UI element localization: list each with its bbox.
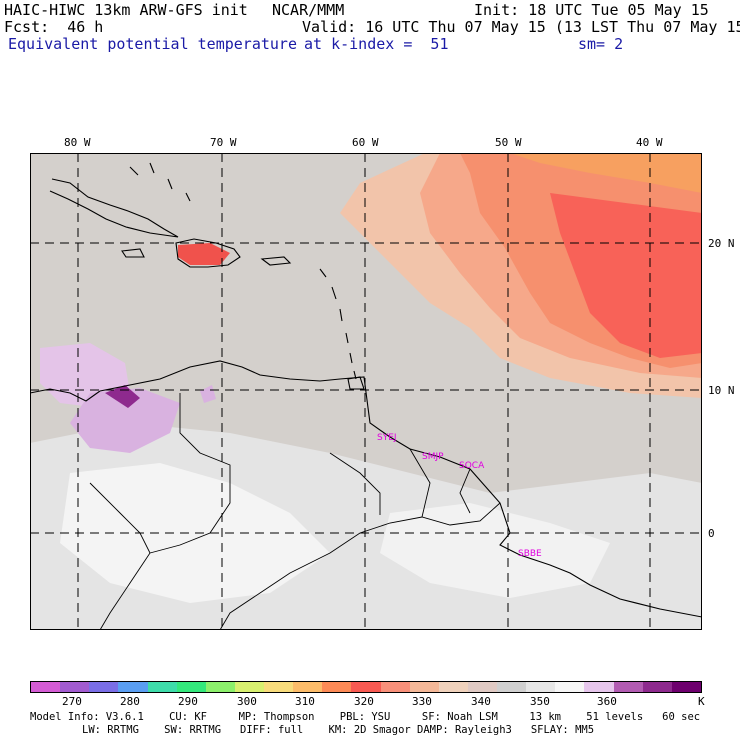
lat-label-0: 0 [708,527,715,540]
purple-pocket-2 [70,388,180,453]
colorbar-swatch [351,682,381,692]
colorbar-tick-350: 350 [530,695,550,708]
lon-label-60w: 60 W [352,136,379,149]
colorbar-swatch [613,682,643,692]
colorbar-swatch [205,682,235,692]
colorbar [30,681,702,693]
lesser-antilles-coast [319,268,357,380]
forecast-hour: Fcst: 46 h [4,18,104,36]
city-label-syej: SYEJ [377,433,397,443]
colorbar-tick-290: 290 [178,695,198,708]
jamaica-coast [121,248,145,258]
model-info-line-2: LW: RRTMG SW: RRTMG DIFF: full KM: 2D Sm… [82,724,595,736]
colorbar-swatch [31,682,61,692]
warm-region-red [550,193,702,358]
central-america-coast [30,388,101,402]
bahamas-coast [129,162,191,202]
colorbar-swatch [497,682,527,692]
valid-time: Valid: 16 UTC Thu 07 May 15 (13 LST Thu … [302,18,740,36]
field-name: Equivalent potential temperature [8,35,297,53]
colorbar-swatch [89,682,119,692]
graticule [30,153,702,630]
colorbar-tick-300: 300 [237,695,257,708]
colorbar-swatch [176,682,206,692]
south-america-coast [99,360,702,618]
colorbar-unit: K [698,695,705,708]
colorbar-tick-360: 360 [597,695,617,708]
puerto-rico-coast [260,256,292,266]
city-label-smjp: SMJP [422,452,444,462]
colorbar-swatch [322,682,352,692]
lat-label-10n: 10 N [708,384,735,397]
hispaniola-hot [178,243,230,265]
colorbar-swatch [60,682,90,692]
colorbar-tick-270: 270 [62,695,82,708]
lon-label-70w: 70 W [210,136,237,149]
colorbar-swatch [293,682,323,692]
model-title: HAIC-HIWC 13km ARW-GFS init [4,1,248,19]
hispaniola-coast [175,238,241,268]
border-venezuela-guyana [329,452,381,515]
cool-region-light-2 [380,503,610,598]
trinidad-coast [347,376,365,390]
colorbar-tick-320: 320 [354,695,374,708]
colorbar-swatch [467,682,497,692]
border-guyana-suriname [409,448,431,518]
lon-label-50w: 50 W [495,136,522,149]
colorbar-swatch [642,682,672,692]
border-colombia-ecuador [89,482,151,630]
organization: NCAR/MMM [272,1,345,19]
colorbar-swatch [584,682,614,692]
colorbar-tick-340: 340 [471,695,491,708]
colorbar-swatch [409,682,439,692]
colorbar-swatch [438,682,468,692]
colorbar-swatch [118,682,148,692]
cuba-coast [49,178,179,238]
colorbar-swatch [526,682,556,692]
colorbar-swatch [380,682,410,692]
colorbar-tick-330: 330 [412,695,432,708]
theta-e-map: SYEJ SMJP SOCA SBBE [30,153,702,630]
colorbar-tick-310: 310 [295,695,315,708]
warm-region-orange [510,153,702,193]
lat-label-20n: 20 N [708,237,735,250]
coastlines [30,162,702,618]
colorbar-swatch [234,682,264,692]
level-info: at k-index = 51 [304,35,449,53]
city-label-sbbe: SBBE [518,549,542,559]
colorbar-tick-280: 280 [120,695,140,708]
lon-label-80w: 80 W [64,136,91,149]
colorbar-swatch [264,682,294,692]
map-frame [30,153,702,630]
colorbar-swatch [147,682,177,692]
purple-core [105,385,140,408]
lon-label-40w: 40 W [636,136,663,149]
colorbar-swatch [671,682,701,692]
border-colombia-venezuela [149,393,231,554]
colorbar-swatch [555,682,585,692]
init-time: Init: 18 UTC Tue 05 May 15 [474,1,709,19]
smoothing-info: sm= 2 [578,35,624,53]
border-suriname-guiana [459,468,471,514]
city-label-soca: SOCA [459,461,485,471]
model-info-line-1: Model Info: V3.6.1 CU: KF MP: Thompson P… [30,711,701,723]
